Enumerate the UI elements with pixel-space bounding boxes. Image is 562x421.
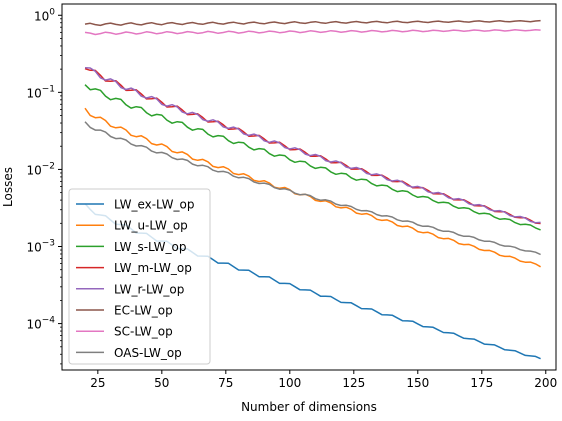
legend-box (68, 188, 211, 365)
x-tick-label: 25 (90, 376, 105, 390)
x-tick-label: 125 (342, 376, 365, 390)
y-tick-label: 10−2 (26, 161, 55, 177)
x-tick-label: 175 (470, 376, 493, 390)
x-tick-label: 150 (406, 376, 429, 390)
x-tick-label: 75 (218, 376, 233, 390)
x-axis-label: Number of dimensions (241, 400, 377, 414)
series-line-LW_r-LW_op (84, 66, 541, 224)
series-line-EC-LW_op (84, 19, 541, 27)
y-tick-label: 10−4 (26, 316, 55, 332)
y-axis-label: Losses (1, 167, 15, 207)
legend-label: LW_r-LW_op (114, 282, 184, 296)
plot-frame (61, 3, 557, 371)
legend-label: LW_ex-LW_op (114, 198, 194, 212)
x-tick-label: 50 (154, 376, 169, 390)
x-tick-label: 100 (278, 376, 301, 390)
legend-items: LW_ex-LW_op LW_u-LW_op LW_s-LW_op LW_m-LW_o… (76, 198, 194, 360)
x-tick-label: 200 (534, 376, 557, 390)
legend-label: LW_u-LW_op (114, 219, 188, 233)
legend: LW_ex-LW_op LW_u-LW_op LW_s-LW_op LW_m-LW_o… (68, 188, 211, 365)
y-axis: 10−4 10−3 10−2 10−1 100 (26, 7, 62, 365)
legend-label: SC-LW_op (114, 325, 173, 339)
legend-label: EC-LW_op (114, 304, 173, 318)
x-axis: 25 50 75 100 125 150 175 200 (90, 370, 557, 390)
legend-label: OAS-LW_op (114, 346, 182, 360)
y-tick-label: 10−1 (26, 84, 55, 100)
y-tick-label: 10−3 (26, 239, 55, 255)
plot-lines (84, 19, 541, 360)
series-line-OAS-LW_op (84, 121, 541, 256)
series-line-LW_s-LW_op (84, 84, 541, 231)
series-line-LW_u-LW_op (84, 107, 541, 268)
y-tick-label: 100 (34, 7, 55, 23)
legend-label: LW_m-LW_op (114, 261, 192, 275)
legend-label: LW_s-LW_op (114, 240, 186, 254)
series-line-SC-LW_op (84, 28, 541, 36)
